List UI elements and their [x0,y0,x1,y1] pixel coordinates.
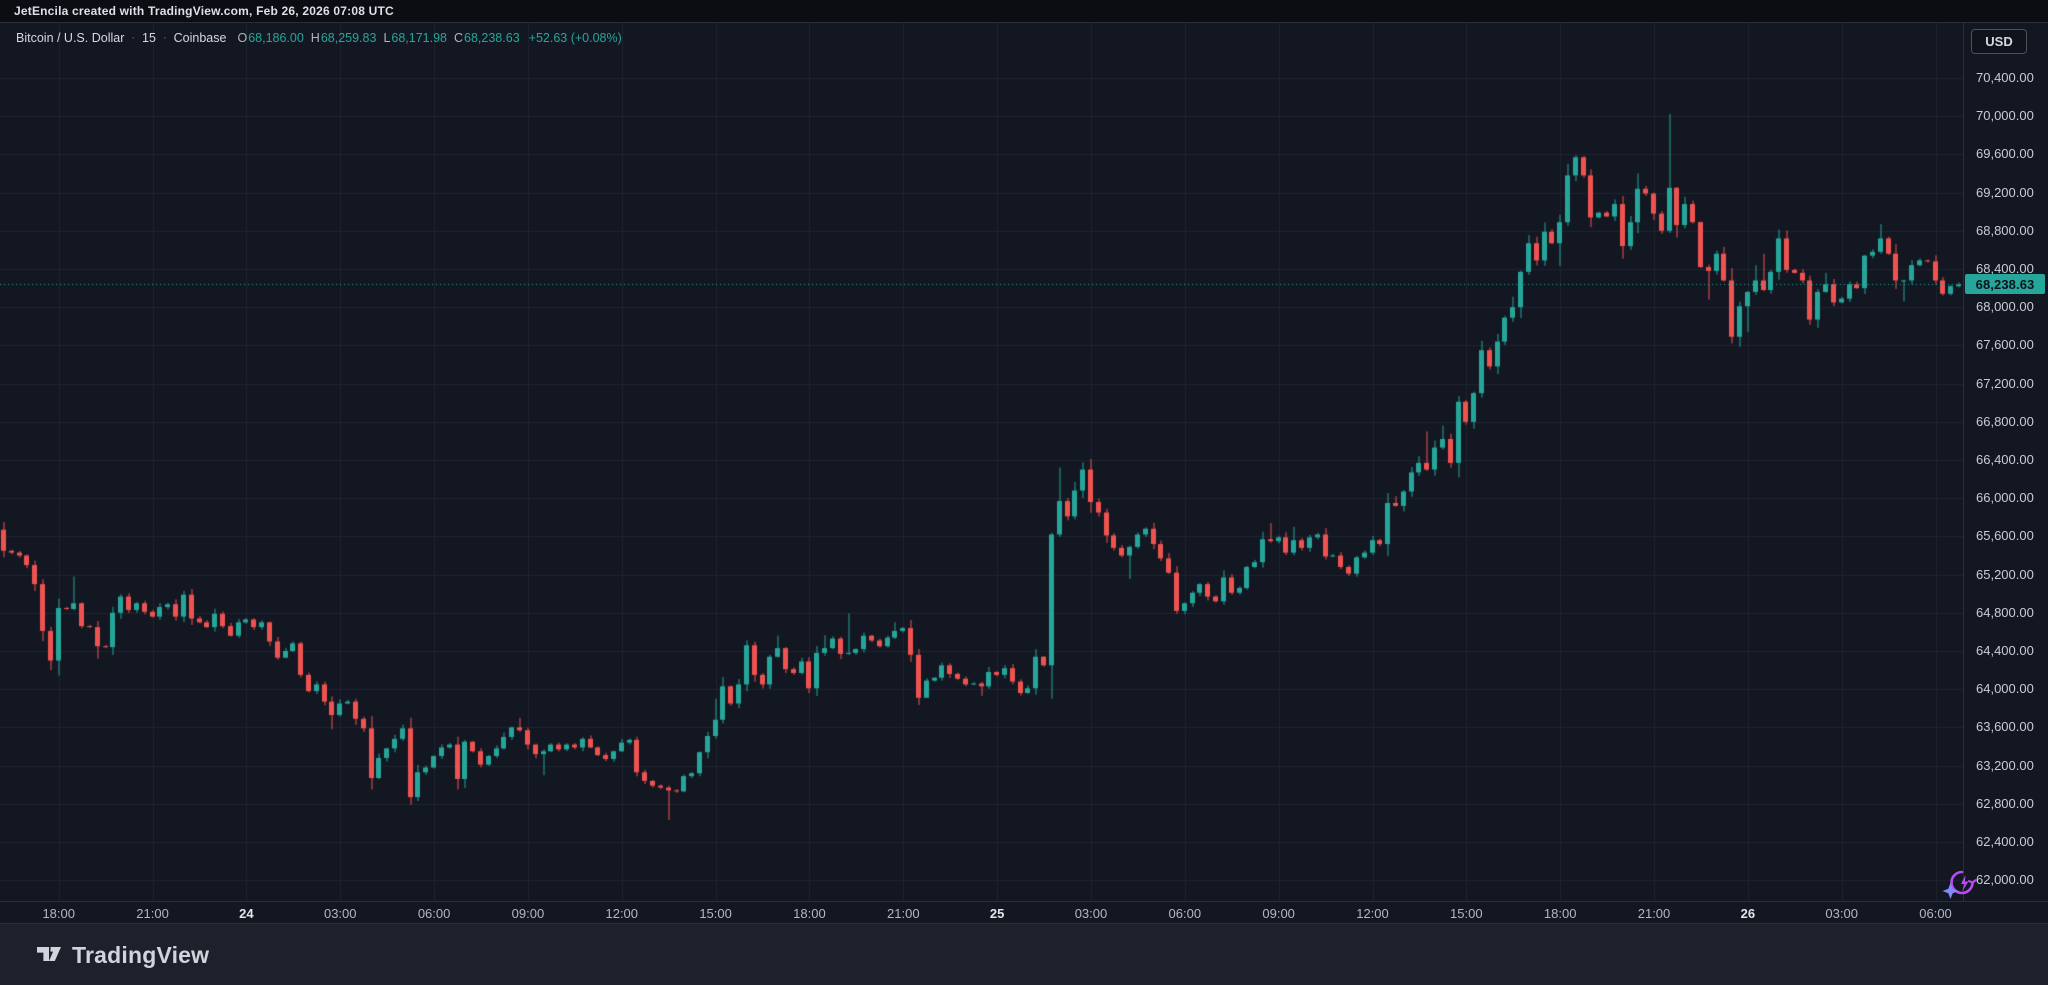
tradingview-logo-icon[interactable] [36,946,62,965]
price-axis-label: 69,600.00 [1976,146,2034,162]
time-axis-label: 24 [239,906,254,921]
time-axis-label: 18:00 [793,906,826,921]
time-axis-label: 03:00 [1825,906,1858,921]
time-axis-label: 21:00 [887,906,920,921]
time-axis-label: 06:00 [1168,906,1202,921]
price-axis-label: 68,400.00 [1976,261,2034,276]
price-axis-label: 68,800.00 [1976,222,2034,238]
currency-button[interactable]: USD [1971,29,2027,54]
ohlc-high: H68,259.83 [310,31,377,45]
time-axis[interactable]: 18:00 21:00 24 03:00 06:00 09:00 12:00 15:00 18:… [0,901,2048,924]
price-axis-label: 62,000.00 [1976,872,2034,888]
time-axis-label: 12:00 [605,906,639,921]
candlestick-chart-canvas[interactable] [0,23,1963,902]
price-axis-label: 64,000.00 [1976,681,2034,697]
tradingview-logo-text[interactable]: TradingView [72,941,210,968]
price-axis[interactable]: USD 70,400.00 70,000.00 69,600.00 69,200.00… [1963,22,2048,902]
last-price-badge: 68,238.63 [1965,274,2045,295]
magic-cursor-icon [1942,870,1977,899]
attribution-text: JetEncila created with TradingView.com, … [14,4,394,18]
price-axis-label: 67,600.00 [1976,337,2034,353]
ohlc-values: O68,186.00 H68,259.83 L68,171.98 C68,238.63 [237,31,519,45]
price-axis-label: 62,400.00 [1976,834,2034,849]
price-axis-label: 64,800.00 [1976,604,2034,620]
time-axis-label: 06:00 [1919,906,1952,921]
price-axis-label: 63,600.00 [1976,719,2034,735]
price-axis-label: 66,400.00 [1976,452,2034,467]
price-axis-label: 66,800.00 [1976,413,2034,429]
ohlc-open: O68,186.00 [237,31,304,45]
symbol-legend: Bitcoin / U.S. Dollar · 15 · Coinbase O6… [16,31,622,45]
price-axis-label: 65,200.00 [1976,566,2034,582]
symbol-title[interactable]: Bitcoin / U.S. Dollar [16,31,125,45]
price-change-label: +52.63 (+0.08%) [528,31,622,45]
time-axis-label: 21:00 [1637,906,1671,921]
time-axis-label: 15:00 [1450,906,1483,921]
price-axis-label: 69,200.00 [1976,184,2034,200]
legend-separator: · [162,32,167,44]
time-axis-label: 03:00 [1074,906,1108,921]
time-axis-label: 18:00 [42,906,75,921]
price-axis-label: 70,400.00 [1976,70,2034,85]
price-axis-label: 70,000.00 [1976,108,2034,124]
time-axis-label: 09:00 [1262,906,1295,921]
chart-panel: Bitcoin / U.S. Dollar · 15 · Coinbase O6… [0,22,1977,902]
price-axis-label: 67,200.00 [1976,375,2034,391]
ohlc-low: L68,171.98 [383,31,447,45]
snapshot-attribution-bar: JetEncila created with TradingView.com, … [0,0,2048,22]
price-axis-label: 63,200.00 [1976,757,2034,773]
time-axis-label: 25 [989,906,1005,921]
time-axis-label: 03:00 [323,906,357,921]
price-axis-label: 68,000.00 [1976,299,2034,315]
time-axis-label: 18:00 [1543,906,1577,921]
time-axis-label: 09:00 [511,906,545,921]
interval-label[interactable]: 15 [142,31,156,45]
price-axis-label: 64,400.00 [1976,643,2034,658]
price-axis-label: 62,800.00 [1976,795,2034,811]
time-axis-label: 21:00 [136,906,169,921]
ohlc-close: C68,238.63 [454,31,520,45]
time-axis-label: 12:00 [1356,906,1389,921]
time-axis-label: 06:00 [417,906,451,921]
footer-bar: TradingView [0,923,2048,985]
time-axis-label: 15:00 [699,906,732,921]
exchange-label[interactable]: Coinbase [173,31,227,45]
time-axis-label: 26 [1740,906,1756,921]
price-axis-label: 65,600.00 [1976,528,2034,544]
legend-separator: · [131,32,136,44]
price-axis-label: 66,000.00 [1976,490,2034,506]
